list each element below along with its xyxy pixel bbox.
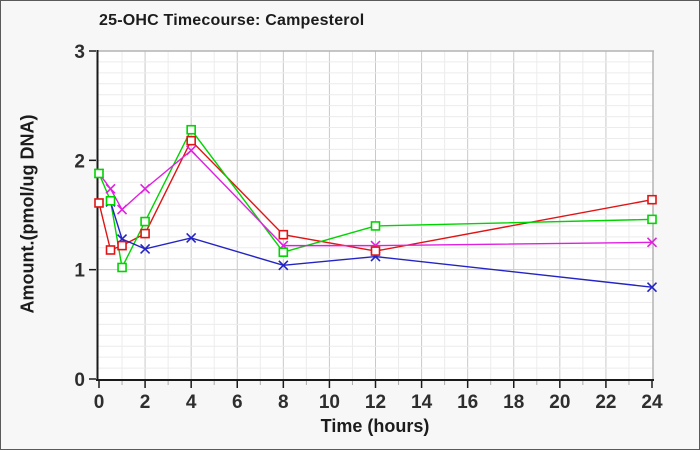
x-tick-label: 22	[595, 392, 616, 413]
x-tick-label: 14	[411, 392, 433, 413]
marker-square-red-squares	[278, 229, 289, 240]
marker-square-green-squares	[647, 214, 657, 225]
marker-x-blue-crosses	[278, 260, 289, 271]
marker-x-magenta-crosses	[646, 237, 658, 248]
marker-square-green-squares	[370, 221, 381, 231]
marker-x-blue-crosses	[140, 243, 151, 254]
marker-square-red-squares	[140, 228, 150, 239]
x-tick-label: 16	[457, 392, 478, 413]
x-tick-label: 4	[186, 392, 197, 413]
y-tick-label: 0	[74, 370, 85, 391]
x-tick-label: 18	[503, 392, 524, 413]
marker-square-green-squares	[105, 195, 116, 206]
y-tick-label: 2	[74, 151, 85, 172]
marker-square-red-squares	[105, 245, 116, 255]
x-tick-label: 6	[232, 392, 243, 413]
marker-square-green-squares	[117, 262, 127, 273]
marker-x-blue-crosses	[646, 282, 658, 293]
chart-title: 25-OHC Timecourse: Campesterol	[99, 12, 365, 29]
marker-square-red-squares	[186, 135, 196, 146]
marker-square-red-squares	[94, 198, 104, 208]
y-tick-label: 1	[74, 261, 85, 282]
marker-square-red-squares	[647, 194, 657, 205]
marker-x-magenta-crosses	[105, 183, 116, 194]
marker-square-green-squares	[94, 168, 104, 179]
marker-square-green-squares	[140, 216, 150, 227]
y-tick-label: 3	[74, 42, 85, 63]
x-tick-label: 12	[365, 392, 386, 413]
marker-x-magenta-crosses	[186, 145, 197, 156]
x-tick-label: 20	[549, 392, 570, 413]
marker-x-magenta-crosses	[140, 183, 151, 194]
x-axis-title: Time (hours)	[320, 416, 430, 436]
marker-square-red-squares	[370, 246, 381, 256]
marker-x-magenta-crosses	[116, 204, 128, 215]
marker-square-green-squares	[278, 247, 289, 257]
series-line-green-squares	[98, 128, 653, 270]
series-line-magenta-crosses	[98, 149, 653, 247]
marker-square-red-squares	[117, 240, 127, 251]
x-tick-label: 0	[94, 392, 105, 413]
x-tick-label: 2	[140, 392, 151, 413]
x-tick-label: 8	[278, 392, 289, 413]
marker-square-green-squares	[186, 124, 196, 135]
marker-x-blue-crosses	[186, 232, 197, 244]
x-tick-label: 10	[319, 392, 340, 413]
y-axis-title-text: Amount.(pmol/ug DNA)	[17, 114, 38, 314]
x-tick-label: 24	[641, 392, 663, 413]
